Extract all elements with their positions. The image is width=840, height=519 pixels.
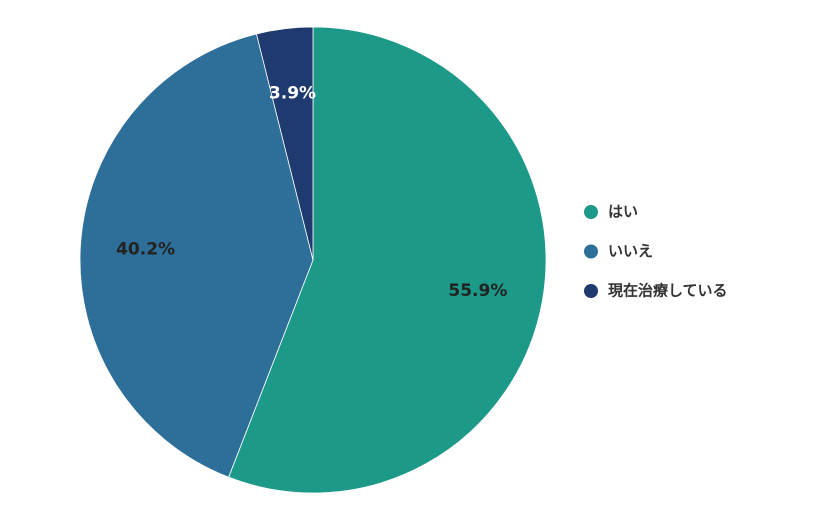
legend-marker <box>584 244 598 259</box>
pie-slice <box>228 26 547 494</box>
legend-label: 現在治療している <box>608 282 728 300</box>
legend-marker <box>584 284 598 298</box>
legend-label: いいえ <box>608 242 653 260</box>
data-label: 3.9% <box>269 83 316 103</box>
legend-label: はい <box>608 203 638 221</box>
legend-marker <box>584 205 598 219</box>
pie-slice <box>79 33 314 478</box>
data-label: 55.9% <box>448 281 507 301</box>
data-label: 40.2% <box>116 239 175 259</box>
pie-slice <box>255 26 314 261</box>
